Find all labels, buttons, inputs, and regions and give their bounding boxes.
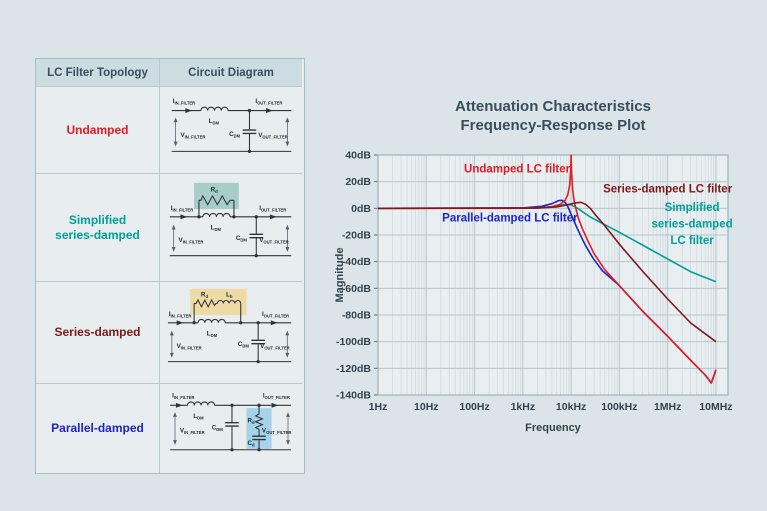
label-l-dm: LDM [210,224,221,231]
label-i-in-filter: IIN_FILTER [168,311,190,318]
table-row-series-damped-label-cell: Series-damped [36,282,160,384]
label-v-out-filter: VOUT_FILTER [259,237,289,244]
series-series-damped-lc-filter [377,201,717,343]
label-i-in-filter: IIN_FILTER [172,97,194,104]
y-tick-label: -100dB [336,336,371,348]
label-i-out-filter: IOUT_FILTER [255,97,282,104]
label-c-dm: CDM [235,235,247,242]
curve-label: Undamped LC filter [464,163,571,175]
circuit-undamped-svg: IIN_FILTER IOUT_FILTER LDM VIN_FILTER CD… [171,97,291,153]
label-v-in-filter: VIN_FILTER [178,237,203,244]
label-l-b: Lb [226,291,233,298]
y-tick-label: 20dB [345,176,371,188]
table-row-series-damped-circuit-cell: Rd Lb IIN_FILTER IOUT_FILTER LDM VIN_FIL… [160,282,302,384]
curve-label: Simplified [665,202,720,214]
chart-title-line1: Attenuation Characteristics [455,98,651,115]
chart-title: Attenuation Characteristics Frequency-Re… [378,97,728,135]
topology-label-undamped: Undamped [66,122,129,137]
y-axis-label: Magnitude [334,248,346,303]
damping-highlight-box [189,288,247,315]
label-v-in-filter: VIN_FILTER [180,131,205,138]
series-undamped-lc-filter [378,154,717,384]
circuit-series-damped-svg: Rd Lb IIN_FILTER IOUT_FILTER LDM VIN_FIL… [167,288,291,363]
x-tick-label: 10kHz [556,401,586,413]
plot-background [378,155,728,395]
y-tick-label: -80dB [342,310,372,322]
label-i-in-filter: IIN_FILTER [172,393,194,400]
x-tick-label: 100Hz [459,401,489,413]
y-tick-label: 40dB [345,150,371,162]
curve-label: Parallel-damped LC filter [442,213,578,225]
label-l-dm: LDM [206,330,217,337]
label-r-d: Rd [210,186,218,193]
label-c-dm: CDM [211,424,223,431]
label-l-dm: LDM [193,413,204,420]
frequency-response-plot: 40dB 20dB 0dB -20dB -40dB -60dB -80dB -100dB -12… [334,150,733,435]
lc-topology-table: LC Filter Topology Circuit Diagram Undam… [35,58,305,474]
plot-border [377,154,729,396]
column-header-topology: LC Filter Topology [36,59,160,87]
topology-label-simplified-series-damped: Simplified series-damped [55,212,140,242]
label-i-out-filter: IOUT_FILTER [262,393,289,400]
topology-label-series-damped: Series-damped [54,325,141,339]
y-tick-label: -40dB [342,256,372,268]
x-tick-label: 10MHz [699,401,732,413]
x-tick-label: 100kHz [601,401,637,413]
label-v-in-filter: VIN_FILTER [176,343,201,350]
label-v-out-filter: VOUT_FILTER [261,427,290,434]
label-v-in-filter: VIN_FILTER [179,427,204,434]
column-header-circuit: Circuit Diagram [160,59,302,87]
table-row-undamped-label-cell: Undamped [36,87,160,174]
label-r-d: Rd [200,291,208,298]
curve-label: LC filter [670,235,714,247]
circuit-parallel-damped-svg: IIN_FILTER IOUT_FILTER LDM CDM Rd Cd VIN… [169,393,291,452]
y-tick-label: -60dB [342,283,372,295]
y-tick-label: -20dB [342,230,372,242]
label-r-d: Rd [247,418,255,425]
table-row-simplified-label-cell: Simplified series-damped [36,174,160,282]
label-i-in-filter: IIN_FILTER [170,205,192,212]
chart-title-line2: Frequency-Response Plot [460,117,646,134]
x-tick-label: 10Hz [414,401,439,413]
label-c-dm: CDM [237,341,249,348]
y-tick-label: -120dB [336,363,371,375]
label-l-dm: LDM [208,118,219,125]
table-row-parallel-damped-circuit-cell: IIN_FILTER IOUT_FILTER LDM CDM Rd Cd VIN… [160,384,302,473]
x-axis-label: Frequency [525,422,582,434]
topology-label-parallel-damped: Parallel-damped [51,421,144,435]
y-tick-label: 0dB [351,203,371,215]
x-tick-label: 1kHz [511,401,536,413]
x-tick-label: 1Hz [369,401,388,413]
table-row-parallel-damped-label-cell: Parallel-damped [36,384,160,473]
label-c-dm: CDM [229,130,241,137]
table-row-undamped-circuit-cell: IIN_FILTER IOUT_FILTER LDM VIN_FILTER CD… [160,87,302,174]
label-i-out-filter: IOUT_FILTER [262,311,289,318]
circuit-simplified-series-damped-svg: Rd IIN_FILTER IOUT_FILTER LDM VIN_FILTER… [169,182,291,257]
curve-label: Series-damped LC filter [603,183,733,195]
label-v-out-filter: VOUT_FILTER [260,343,290,350]
curve-label: series-damped [651,219,732,231]
label-c-d: Cd [247,440,255,447]
damping-highlight-box [193,182,239,209]
label-i-out-filter: IOUT_FILTER [259,205,286,212]
y-tick-label: -140dB [336,390,371,402]
label-v-out-filter: VOUT_FILTER [258,131,288,138]
table-row-simplified-circuit-cell: Rd IIN_FILTER IOUT_FILTER LDM VIN_FILTER… [160,174,302,282]
x-tick-label: 1MHz [654,401,681,413]
